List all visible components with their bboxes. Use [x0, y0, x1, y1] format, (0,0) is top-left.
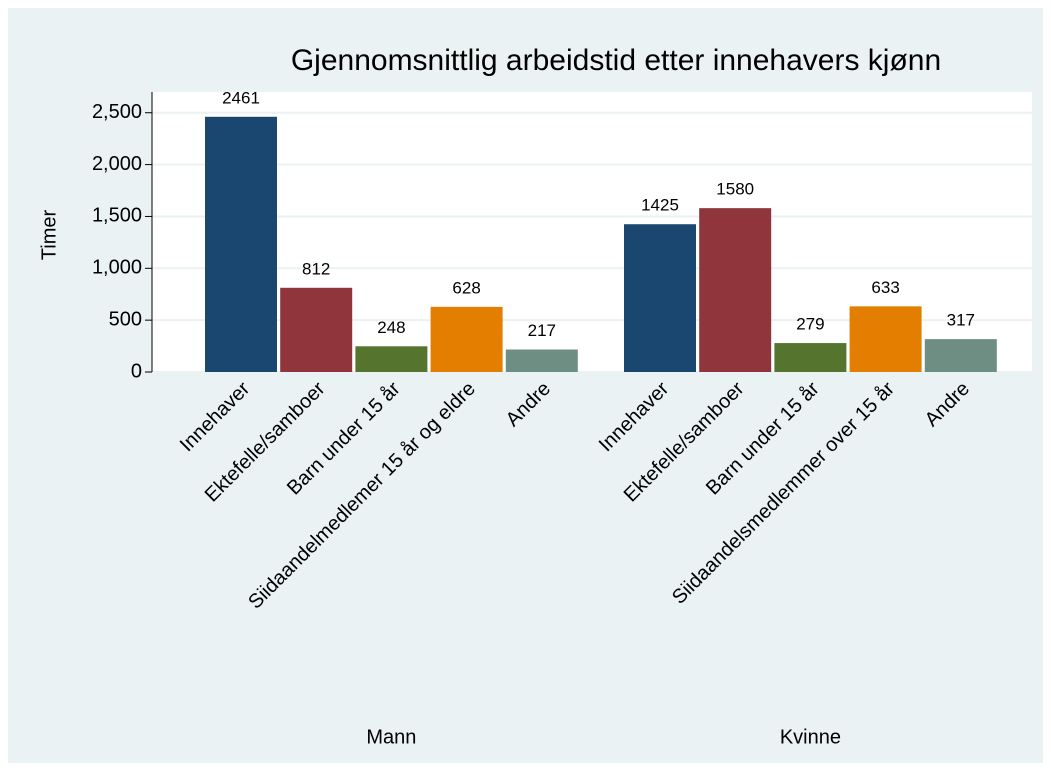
y-tick-label: 2,500	[92, 101, 142, 123]
value-label: 2461	[222, 88, 260, 107]
value-label: 317	[947, 311, 975, 330]
y-tick-label: 500	[109, 308, 142, 330]
bar	[774, 343, 847, 372]
group-label: Mann	[366, 726, 416, 748]
y-tick-label: 1,000	[92, 257, 142, 279]
bar	[355, 346, 428, 372]
y-tick-label: 2,000	[92, 153, 142, 175]
value-label: 1580	[716, 180, 754, 199]
bar	[280, 287, 353, 372]
bar	[430, 306, 503, 372]
bar	[924, 339, 997, 372]
value-label: 1425	[641, 196, 679, 215]
chart-title: Gjennomsnittlig arbeidstid etter innehav…	[291, 44, 941, 77]
y-tick-label: 0	[131, 360, 142, 382]
bar	[699, 208, 772, 372]
bar	[624, 224, 696, 372]
y-tick-label: 1,500	[92, 205, 142, 227]
bar	[505, 349, 578, 372]
value-label: 812	[302, 259, 330, 278]
value-label: 628	[452, 278, 480, 297]
value-label: 248	[377, 318, 405, 337]
bar	[205, 116, 277, 372]
value-label: 633	[871, 278, 899, 297]
bar	[849, 306, 922, 372]
group-label: Kvinne	[780, 726, 841, 748]
y-axis-label: Timer	[38, 209, 60, 260]
value-label: 217	[528, 321, 556, 340]
value-label: 279	[796, 315, 824, 334]
